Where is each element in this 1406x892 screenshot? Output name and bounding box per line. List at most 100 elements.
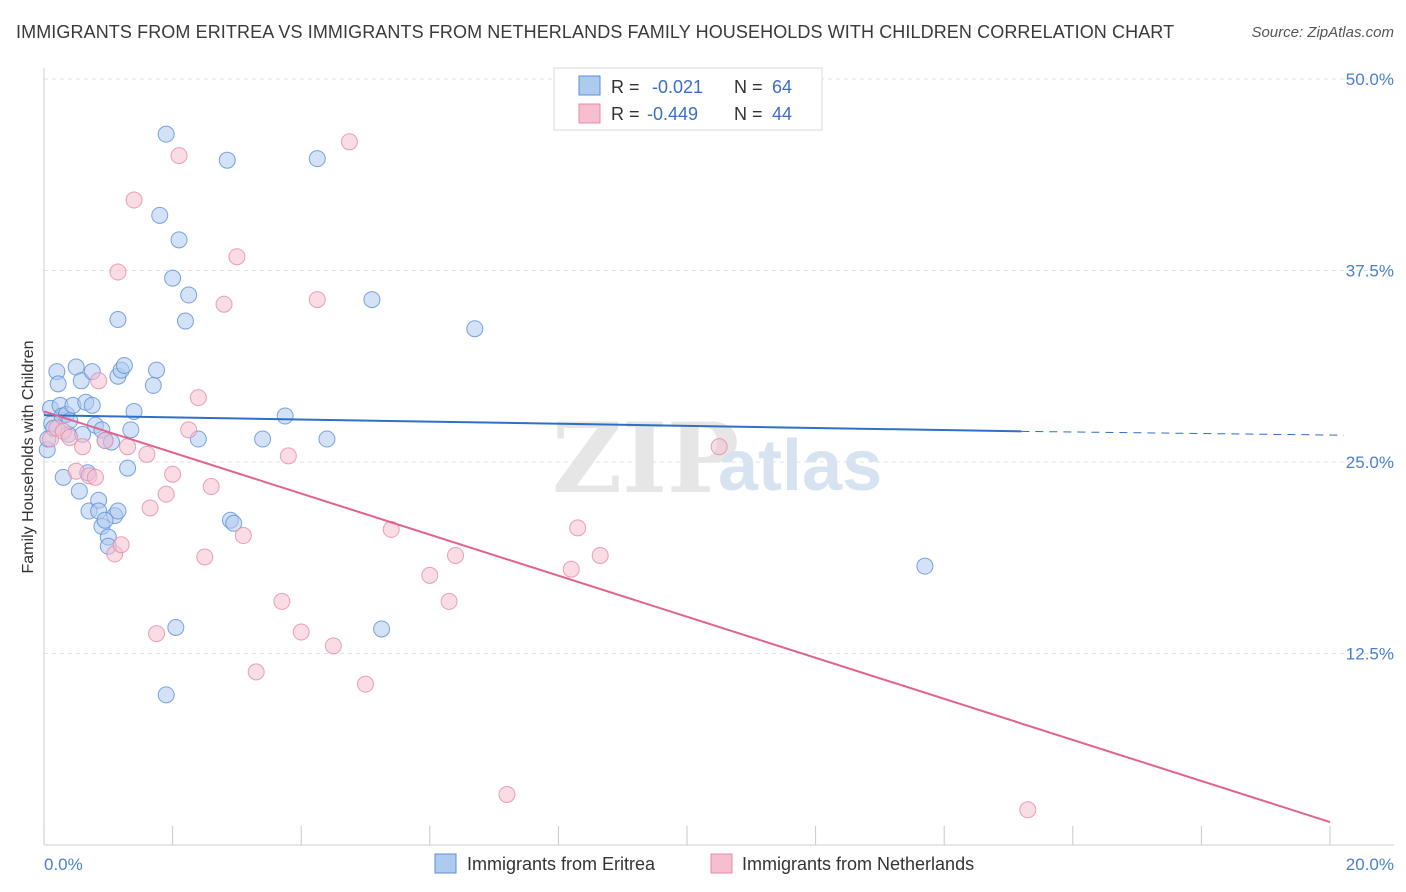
bottom-legend-swatch-netherlands [710,853,733,874]
y-axis-label: Family Households with Children [20,341,37,574]
series-eritrea [38,125,934,704]
point-eritrea-56 [318,430,336,448]
point-eritrea-40 [144,376,162,394]
point-netherlands-33 [324,637,342,655]
chart-title: IMMIGRANTS FROM ERITREA VS IMMIGRANTS FR… [16,22,1175,42]
watermark: ZIP atlas [552,402,882,515]
point-eritrea-41 [148,361,166,379]
bottom-legend: Immigrants from Eritrea Immigrants from … [434,853,974,874]
point-eritrea-36 [115,356,133,374]
legend-n-value-eritrea: 64 [772,77,792,97]
series-netherlands [41,133,1037,819]
point-netherlands-14 [125,191,143,209]
point-eritrea-52 [225,514,243,532]
bottom-legend-label-eritrea: Immigrants from Eritrea [467,854,656,874]
point-netherlands-15 [138,445,156,463]
point-netherlands-37 [421,566,439,584]
point-eritrea-60 [916,557,934,575]
point-netherlands-26 [228,248,246,266]
point-netherlands-19 [164,465,182,483]
point-netherlands-17 [148,625,166,643]
point-netherlands-38 [440,592,458,610]
point-netherlands-12 [112,536,130,554]
trendline-eritrea [43,414,1022,433]
legend-r-label-eritrea: R = [611,77,640,97]
point-netherlands-35 [357,675,374,693]
point-eritrea-42 [151,206,169,224]
legend: R = -0.021 N = 64 R = -0.449 N = 44 [553,67,823,131]
y-tick-label-0: 12.5% [1346,645,1394,664]
point-eritrea-59 [466,320,484,338]
watermark-atlas: atlas [718,426,882,506]
point-netherlands-18 [157,485,175,503]
legend-n-value-netherlands: 44 [772,104,792,124]
point-netherlands-3 [61,428,79,446]
point-netherlands-24 [202,478,220,496]
bottom-legend-swatch-eritrea [434,853,457,874]
point-eritrea-47 [180,286,198,304]
point-eritrea-49 [109,311,127,329]
point-netherlands-22 [189,389,207,407]
point-netherlands-28 [247,663,265,681]
point-eritrea-54 [276,407,294,425]
point-eritrea-22 [83,396,101,414]
point-eritrea-45 [170,231,188,249]
point-eritrea-15 [70,482,88,500]
point-eritrea-39 [125,402,143,420]
point-netherlands-5 [74,438,92,456]
legend-swatch-netherlands [578,103,601,124]
y-tick-labels: 12.5% 25.0% 37.5% 50.0% [1346,70,1394,664]
point-netherlands-13 [119,438,137,456]
point-netherlands-41 [562,560,580,578]
point-eritrea-43 [157,125,175,143]
x-tick-label-min: 0.0% [44,855,83,874]
legend-r-label-netherlands: R = [611,104,640,124]
point-netherlands-7 [86,468,104,486]
source-label: Source: ZipAtlas.com [1251,24,1394,41]
watermark-zip: ZIP [552,402,739,515]
legend-r-value-netherlands: -0.449 [647,104,698,124]
y-tick-label-1: 25.0% [1346,453,1394,472]
x-ticks [43,826,1331,845]
x-tick-label-max: 20.0% [1346,855,1394,874]
point-eritrea-63 [96,511,114,529]
point-eritrea-46 [176,312,194,330]
point-netherlands-30 [279,447,297,465]
point-netherlands-43 [591,546,609,564]
point-netherlands-8 [90,372,108,390]
point-netherlands-44 [710,438,728,456]
point-netherlands-21 [180,421,198,439]
point-netherlands-31 [292,623,310,641]
gridlines [44,78,1394,654]
point-netherlands-9 [96,432,114,450]
point-netherlands-27 [234,527,252,545]
point-eritrea-50 [218,151,236,169]
point-netherlands-25 [215,295,233,313]
point-eritrea-55 [308,150,326,168]
point-netherlands-39 [447,546,465,564]
point-eritrea-37 [119,459,137,477]
y-tick-label-2: 37.5% [1346,262,1394,281]
legend-swatch-eritrea [578,75,601,96]
trendline-netherlands [43,410,1331,823]
point-netherlands-23 [196,548,214,566]
point-eritrea-38 [122,421,140,439]
bottom-legend-label-netherlands: Immigrants from Netherlands [742,854,974,874]
legend-n-label-netherlands: N = [734,104,763,124]
point-netherlands-20 [170,147,188,165]
trendlines [43,410,1344,823]
point-eritrea-61 [167,618,185,636]
point-netherlands-11 [109,263,127,281]
point-netherlands-40 [498,785,516,803]
y-tick-label-3: 50.0% [1346,70,1394,89]
point-netherlands-29 [273,592,291,610]
point-netherlands-32 [308,291,326,309]
point-netherlands-16 [141,499,159,517]
point-eritrea-16 [72,372,90,390]
point-eritrea-44 [164,269,182,287]
legend-r-value-eritrea: -0.021 [652,77,703,97]
point-eritrea-6 [49,375,67,393]
trendline-eritrea-extension [1021,430,1344,436]
point-eritrea-62 [157,686,175,704]
